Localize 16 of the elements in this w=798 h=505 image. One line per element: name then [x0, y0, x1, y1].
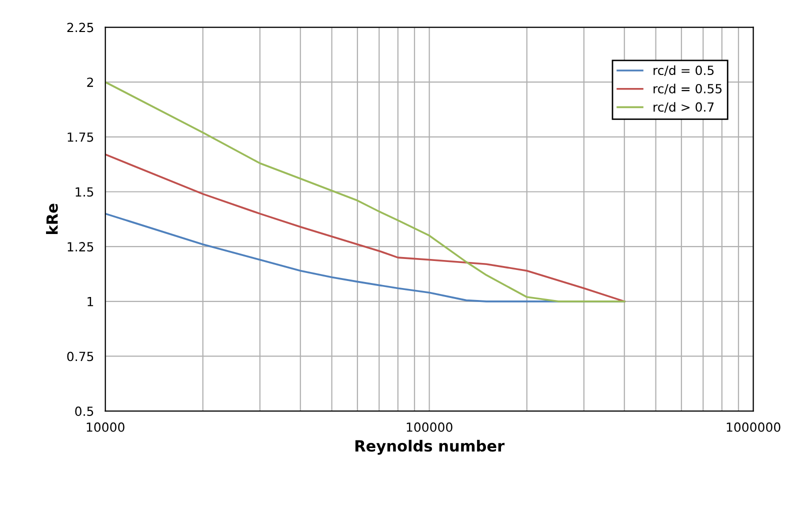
y-tick-label: 2: [87, 78, 93, 87]
y-tick-label: 1.75: [68, 132, 94, 142]
x-tick-label: 1000000: [726, 422, 780, 432]
legend-label: rc/d = 0.5: [654, 65, 714, 76]
y-axis-title: kRe: [46, 204, 58, 234]
y-tick-label: 0.75: [67, 352, 94, 362]
x-tick-label: 10000: [86, 422, 124, 432]
legend-label: rc/d = 0.55: [654, 84, 722, 94]
y-tick-label: 1.5: [76, 187, 94, 197]
legend-label: rc/d > 0.7: [654, 102, 714, 113]
y-tick-label: 1: [88, 297, 94, 306]
x-tick-label: 100000: [406, 422, 452, 432]
y-tick-label: 2.25: [67, 22, 94, 32]
y-tick-label: 0.5: [75, 406, 94, 416]
y-tick-label: 1.25: [68, 242, 94, 252]
x-axis-title: Reynolds number: [355, 440, 505, 455]
